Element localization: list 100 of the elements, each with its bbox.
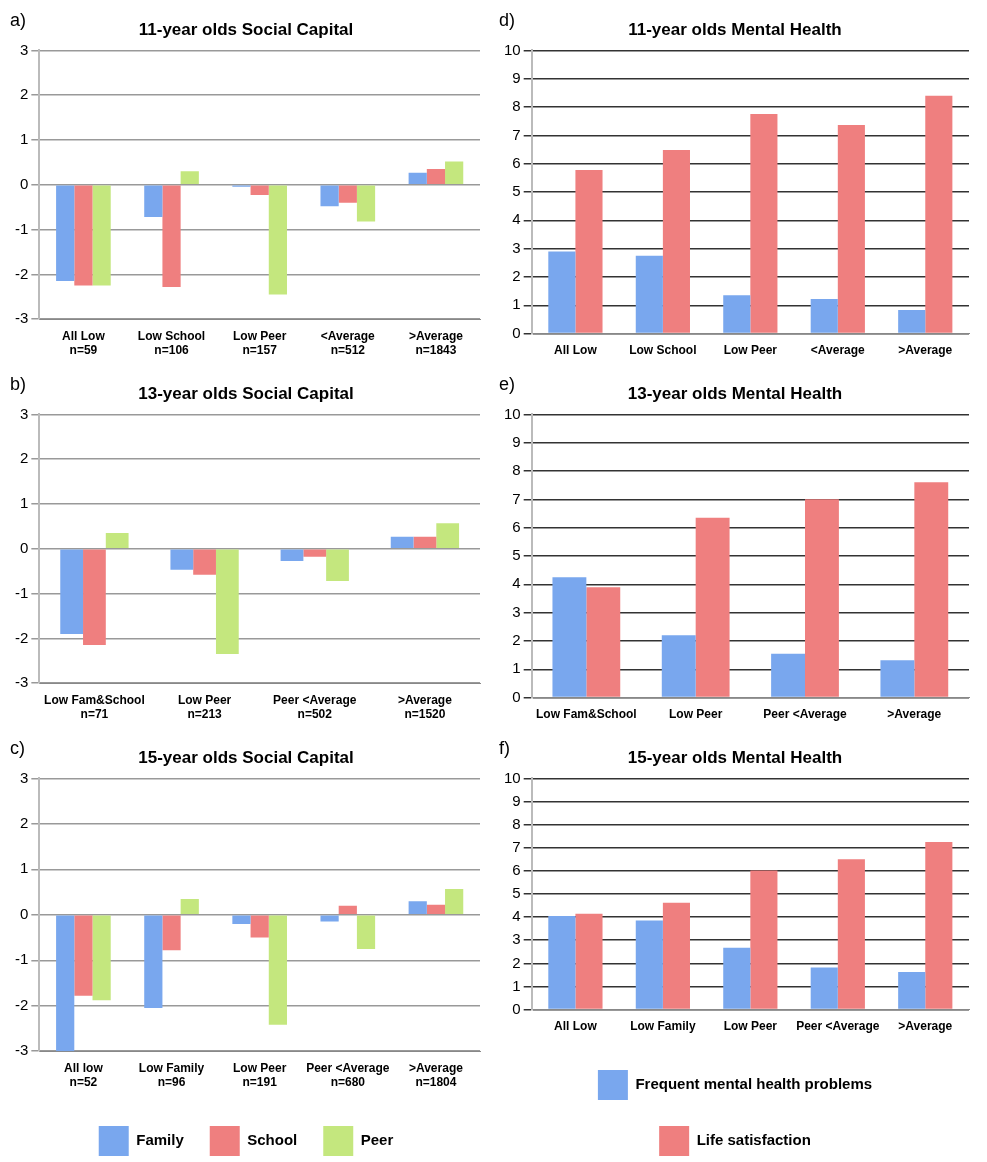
x-tick-label: Peer <Average <box>796 1019 880 1034</box>
y-tick-label: 0 <box>19 904 29 922</box>
legend-label: Peer <box>360 1131 394 1149</box>
x-tick-label: >Average n=1804 <box>408 1060 464 1090</box>
y-tick-label: 2 <box>512 953 521 971</box>
bar <box>552 577 587 697</box>
bar <box>356 915 376 949</box>
y-tick-label: 2 <box>19 449 29 467</box>
chart-title: 13-year olds Mental Health <box>627 383 843 403</box>
y-tick-label: 1 <box>19 130 29 148</box>
y-tick-label: 8 <box>512 814 521 832</box>
bar <box>880 660 915 697</box>
y-tick-label: 9 <box>512 432 521 450</box>
bar <box>426 169 446 185</box>
bar <box>303 549 327 557</box>
x-tick-label: Low Fam&School n=71 <box>44 692 145 722</box>
chart-title: 15-year olds Mental Health <box>627 747 843 767</box>
bar <box>635 920 663 1009</box>
y-tick-label: 3 <box>19 768 29 786</box>
bar <box>898 971 926 1009</box>
y-tick-label: 3 <box>512 602 521 620</box>
y-tick-label: 2 <box>512 631 521 649</box>
bar <box>635 255 663 333</box>
bar <box>426 904 446 915</box>
y-tick-label: 4 <box>512 574 521 592</box>
y-tick-label: 2 <box>19 85 29 103</box>
bar <box>810 299 838 333</box>
text: d) <box>499 9 516 30</box>
bar <box>771 653 806 697</box>
x-tick-label: Low Peer n=213 <box>177 692 232 722</box>
bar <box>408 172 427 185</box>
x-tick-label: All low n=52 <box>64 1060 104 1090</box>
bar <box>445 888 464 915</box>
bar <box>250 185 269 196</box>
y-tick-label: 3 <box>19 40 29 58</box>
x-tick-label: Peer <Average n=680 <box>306 1060 390 1090</box>
x-tick-label: >Average <box>898 343 953 358</box>
y-tick-label: -1 <box>14 583 29 601</box>
y-tick-label: -2 <box>14 995 29 1013</box>
bar <box>662 902 690 1009</box>
x-tick-label: Low Peer n=157 <box>232 328 287 358</box>
bar <box>413 536 437 549</box>
y-tick-label: -3 <box>14 673 29 691</box>
text: c) <box>10 737 25 758</box>
y-tick-label: 2 <box>512 267 521 285</box>
bar <box>837 859 865 1009</box>
chart-title: 11-year olds Social Capital <box>138 19 354 39</box>
bar <box>92 915 111 1001</box>
y-tick-label: 5 <box>512 884 521 902</box>
y-tick-label: 8 <box>512 97 521 115</box>
x-tick-label: >Average n=1520 <box>397 692 453 722</box>
y-tick-label: -1 <box>14 950 29 968</box>
bar <box>250 915 269 938</box>
bar <box>575 169 603 333</box>
bar <box>750 870 778 1009</box>
text: e) <box>499 373 516 394</box>
x-tick-label: Low School n=106 <box>137 328 206 358</box>
bar <box>408 901 427 915</box>
y-tick-label: 3 <box>19 404 29 422</box>
bar <box>280 549 304 561</box>
y-tick-label: -3 <box>14 309 29 327</box>
y-tick-label: 10 <box>504 404 521 422</box>
x-tick-label: Low Family n=96 <box>138 1060 205 1090</box>
y-tick-label: -1 <box>14 219 29 237</box>
bar <box>144 185 163 218</box>
bar <box>548 251 576 333</box>
y-tick-label: 1 <box>512 976 521 994</box>
bar <box>193 549 216 575</box>
y-tick-label: 0 <box>512 999 521 1017</box>
bar <box>338 185 357 203</box>
bar <box>162 185 181 287</box>
chart-title: 11-year olds Mental Health <box>628 19 842 39</box>
chart-title: 15-year olds Social Capital <box>138 747 354 767</box>
bar <box>356 185 376 222</box>
bar <box>74 185 93 286</box>
x-tick-label: >Average n=1843 <box>408 328 464 358</box>
bar <box>83 549 106 646</box>
x-tick-label: Low Peer <box>669 707 723 722</box>
y-tick-label: 4 <box>512 907 521 925</box>
bar <box>338 905 357 915</box>
y-tick-label: 5 <box>512 546 521 564</box>
y-tick-label: 0 <box>512 323 521 341</box>
bar <box>436 523 460 549</box>
bar <box>326 549 349 582</box>
bar <box>805 499 839 697</box>
y-tick-label: 7 <box>512 125 521 143</box>
y-tick-label: 3 <box>512 930 521 948</box>
y-tick-label: -2 <box>14 628 29 646</box>
y-tick-label: 6 <box>512 517 521 535</box>
bar <box>695 517 730 697</box>
bar <box>320 185 339 207</box>
y-tick-label: 6 <box>512 861 521 879</box>
bar <box>232 915 251 924</box>
y-tick-label: -2 <box>14 264 29 282</box>
bar <box>661 635 696 697</box>
bar <box>144 915 163 1009</box>
bar <box>662 150 690 333</box>
bar <box>105 533 129 549</box>
y-tick-label: 1 <box>512 295 521 313</box>
y-tick-label: 1 <box>19 494 29 512</box>
